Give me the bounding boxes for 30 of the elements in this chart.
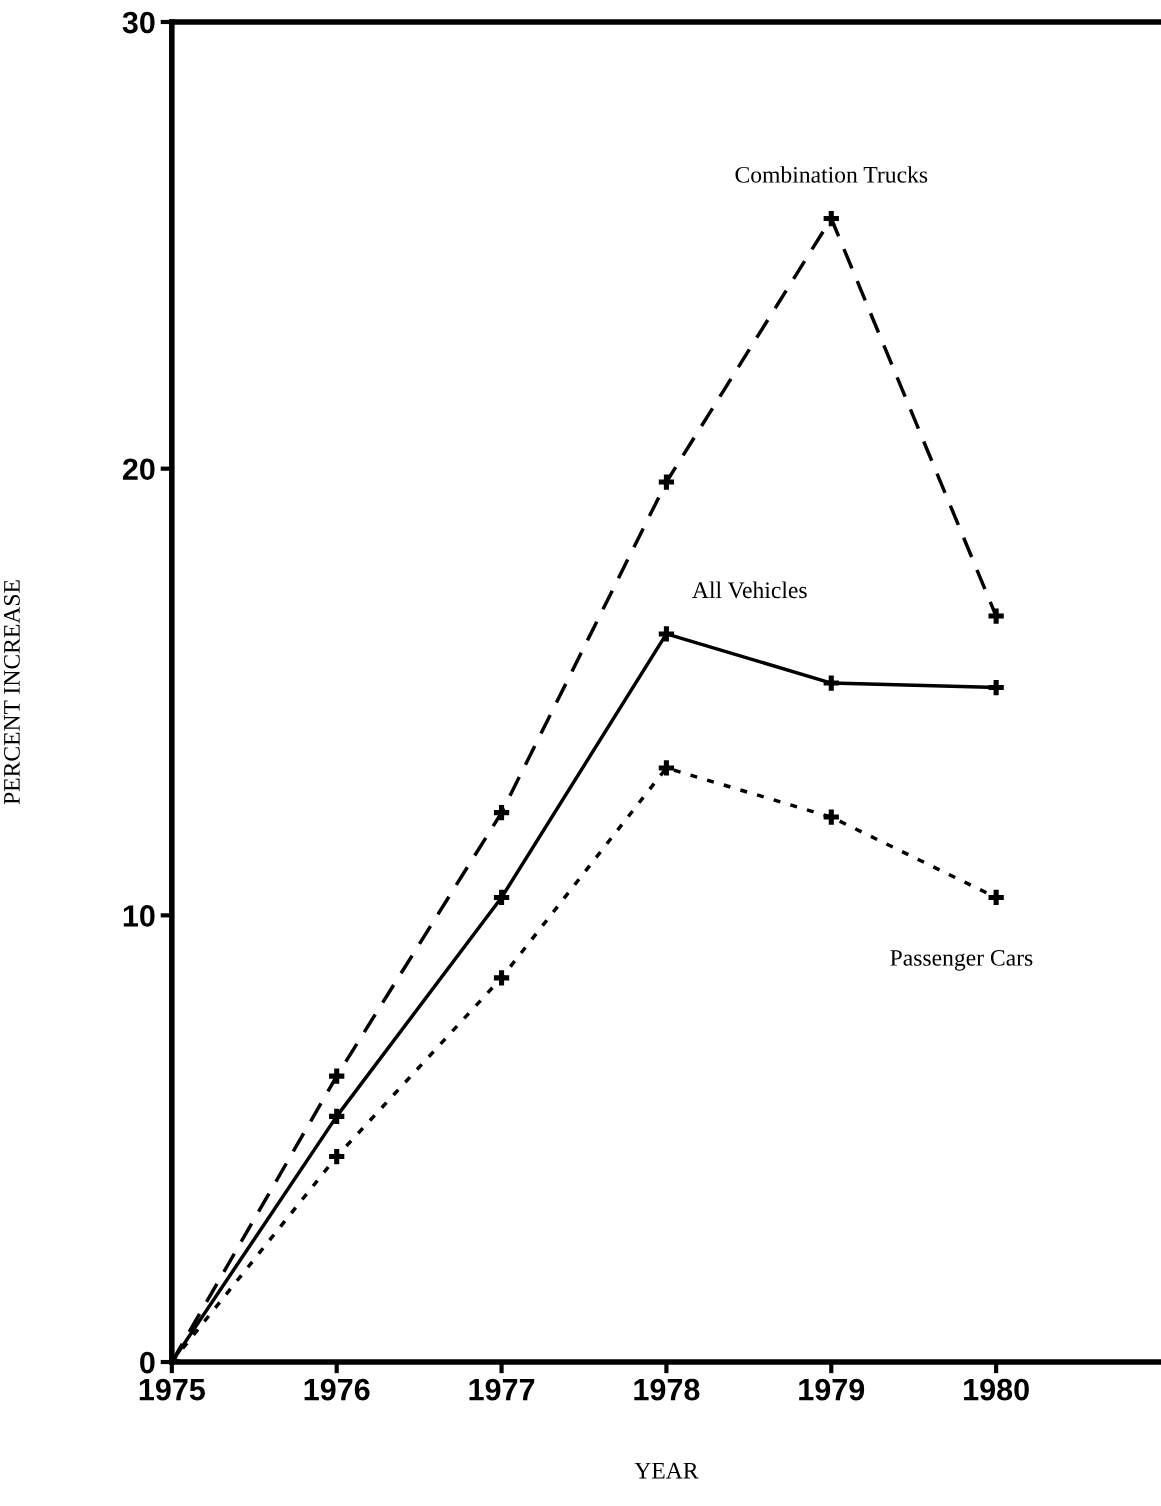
point — [988, 679, 1004, 696]
y-tick-label: 10 — [123, 905, 155, 927]
x-tick-label: 1975 — [139, 1378, 205, 1401]
x-tick-label: 1980 — [964, 1378, 1029, 1401]
x-tick-label: 1979 — [799, 1378, 865, 1401]
x-tick-label: 1977 — [469, 1378, 535, 1401]
x-axis-title: YEAR — [634, 1462, 699, 1479]
point — [658, 760, 675, 776]
point — [823, 210, 839, 227]
series-label: Combination Trucks — [735, 166, 928, 183]
x-tick-label: 1978 — [634, 1378, 700, 1401]
point — [658, 474, 675, 490]
y-tick-label: 20 — [122, 458, 155, 481]
point — [329, 1148, 345, 1165]
y-axis-title: PERCENT INCREASE — [3, 580, 20, 805]
point — [823, 809, 839, 825]
point — [329, 1108, 345, 1124]
text: Passenger Cars — [890, 949, 1033, 971]
series-label: All Vehicles — [692, 581, 807, 599]
point — [493, 804, 510, 821]
point — [988, 608, 1004, 624]
x-tick-label: 1976 — [304, 1378, 370, 1401]
point — [493, 889, 510, 906]
y-tick-label: 30 — [122, 11, 155, 34]
point — [493, 970, 510, 986]
point — [658, 626, 675, 642]
point — [329, 1068, 345, 1084]
point — [988, 889, 1004, 906]
y-tick-label: 0 — [140, 1351, 155, 1374]
point — [823, 675, 839, 691]
